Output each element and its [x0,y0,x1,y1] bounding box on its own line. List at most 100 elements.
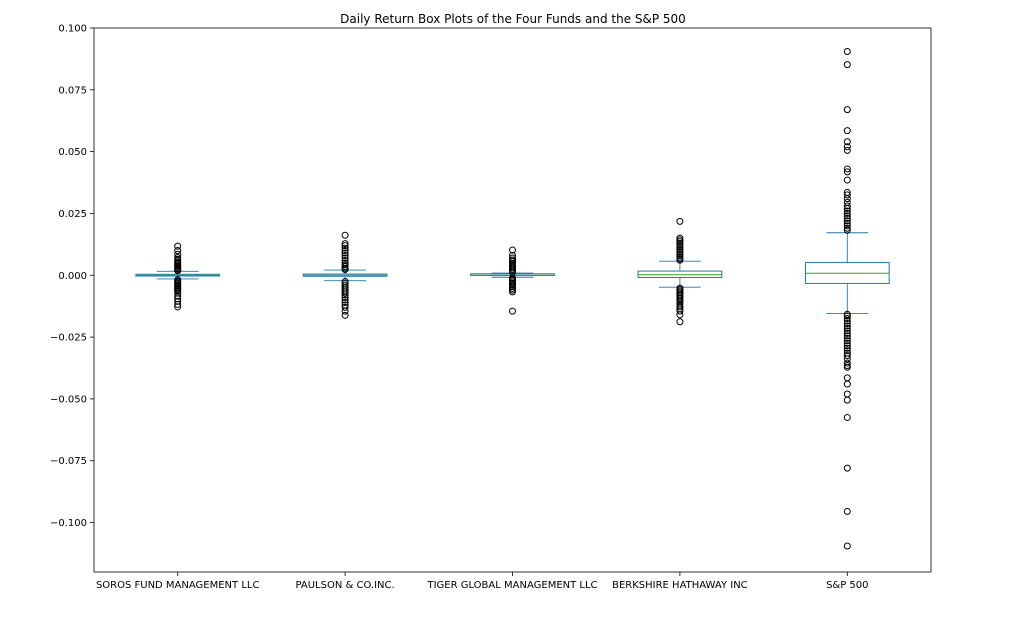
outlier-point [843,359,851,367]
outlier-point [843,217,851,225]
outlier-point [341,296,349,304]
outlier-point [843,464,851,472]
outlier-point [843,344,851,352]
outlier-point [843,324,851,332]
outlier-point [341,303,349,311]
outlier-point [341,242,349,250]
outlier-point [843,334,851,342]
outlier-point [843,315,851,323]
outlier-point [843,363,851,371]
outlier-point [843,355,851,363]
outlier-point [843,168,851,176]
outlier-point [341,294,349,302]
x-axis: SOROS FUND MANAGEMENT LLC PAULSON & CO.IN… [96,572,869,591]
outlier-point [174,303,182,311]
plot-area-frame [93,27,932,573]
outlier-point [341,247,349,255]
outlier-point [843,195,851,203]
y-tick-label: −0.100 [50,518,87,529]
y-tick-label: 0.075 [58,85,87,96]
outlier-point [843,542,851,550]
outlier-point [843,106,851,114]
outlier-point [843,222,851,230]
outlier-point [843,224,851,232]
outlier-point [843,319,851,327]
x-tick-label: S&P 500 [826,580,868,591]
outlier-point [509,307,516,315]
box-group [804,47,890,550]
outlier-point [843,329,851,337]
outlier-point [843,212,851,220]
chart-title: Daily Return Box Plots of the Four Funds… [340,12,686,26]
outlier-point [843,332,851,340]
x-tick-label: TIGER GLOBAL MANAGEMENT LLC [426,580,597,591]
outlier-point [843,214,851,222]
outlier-point [341,266,349,274]
outlier-point [843,327,851,335]
outlier-point [341,289,349,297]
x-tick-label: PAULSON & CO.INC. [295,580,394,591]
y-tick-label: 0.000 [58,271,87,282]
outlier-point [509,254,516,262]
outlier-point [676,217,684,225]
outlier-point [174,300,182,308]
outlier-point [843,165,851,173]
outlier-point [341,311,349,319]
box-group [637,217,723,326]
y-tick-label: 0.025 [58,209,87,220]
outlier-point [676,307,684,315]
outlier-point [843,127,851,135]
box-series [135,47,890,550]
box-group [302,231,388,319]
outlier-point [843,339,851,347]
outlier-point [843,143,851,151]
outlier-point [843,312,851,320]
outlier-point [174,242,182,250]
outlier-point [341,240,349,248]
outlier-point [843,390,851,398]
box-group [135,242,221,311]
y-tick-label: −0.075 [50,456,87,467]
outlier-point [843,413,851,421]
outlier-point [843,342,851,350]
outlier-point [843,317,851,325]
x-tick-label: SOROS FUND MANAGEMENT LLC [96,580,260,591]
outlier-point [174,292,182,300]
outlier-point [341,298,349,306]
outlier-point [509,288,516,296]
outlier-point [843,226,851,234]
outlier-point [843,205,851,213]
y-tick-label: −0.050 [50,394,87,405]
outlier-point [843,396,851,404]
outlier-point [843,374,851,382]
outlier-point [843,322,851,330]
outlier-point [341,249,349,257]
outlier-point [843,380,851,388]
outlier-point [341,259,349,267]
outlier-point [843,47,851,55]
outlier-point [676,256,684,264]
x-tick-label: BERKSHIRE HATHAWAY INC [612,580,748,591]
outlier-point [676,318,684,326]
outlier-point [676,303,684,311]
outlier-point [174,247,182,255]
outlier-point [676,311,684,319]
outlier-point [843,61,851,69]
outlier-point [843,138,851,146]
outlier-point [843,191,851,199]
outlier-point [843,352,851,360]
outlier-point [341,244,349,252]
y-tick-label: −0.025 [50,333,87,344]
outlier-point [843,337,851,345]
outlier-point [843,219,851,227]
outlier-point [843,507,851,515]
outlier-point [341,291,349,299]
y-tick-label: 0.100 [58,24,87,35]
y-tick-label: 0.050 [58,147,87,158]
outlier-point [341,254,349,262]
outlier-point [509,246,516,254]
outlier-point [341,231,349,239]
outlier-point [341,251,349,259]
outlier-point [843,146,851,154]
